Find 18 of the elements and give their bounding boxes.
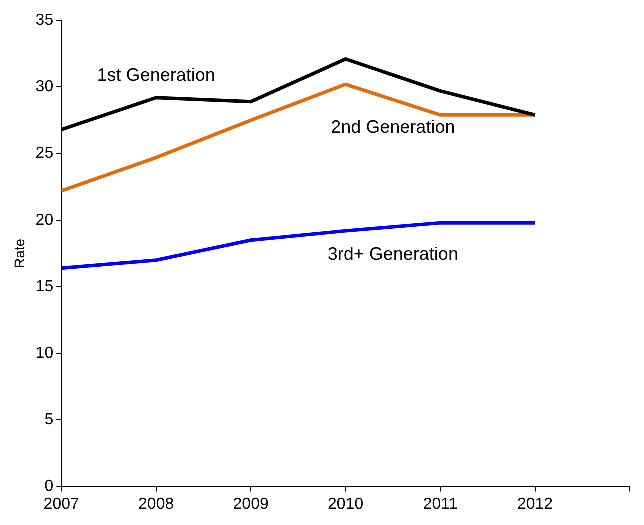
y-tick-label: 35 [36, 12, 54, 30]
x-tick-label: 2010 [328, 496, 364, 513]
x-tick-label: 2008 [138, 496, 174, 513]
y-tick-label: 30 [36, 78, 54, 96]
y-tick-label: 15 [36, 278, 54, 296]
series-label: 3rd+ Generation [328, 244, 458, 264]
series-label: 2nd Generation [331, 116, 456, 137]
y-tick-label: 0 [44, 478, 54, 496]
y-tick-label: 20 [36, 212, 54, 229]
x-tick-label: 2009 [233, 496, 269, 513]
series-label: 1st Generation [97, 64, 216, 85]
y-axis-title: Rate [11, 238, 28, 268]
x-tick-label: 2007 [44, 496, 80, 513]
x-tick-label: 2012 [517, 496, 554, 513]
y-tick-label: 25 [36, 145, 54, 162]
x-tick-label: 2011 [423, 496, 458, 513]
y-tick-label: 10 [36, 345, 54, 362]
y-tick-label: 5 [44, 412, 54, 429]
